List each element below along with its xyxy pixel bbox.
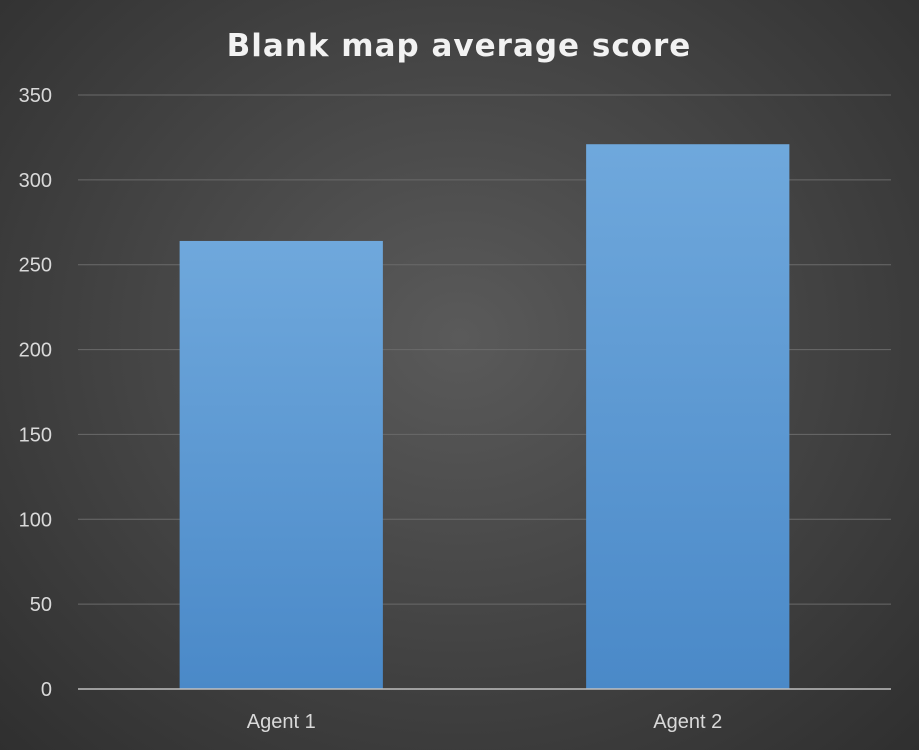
y-tick-label: 0 [41, 679, 52, 701]
y-tick-label: 300 [19, 170, 52, 192]
bars [179, 144, 790, 689]
bar-agent-2 [586, 144, 790, 689]
y-tick-label: 50 [30, 594, 52, 616]
y-axis-ticks: 0 50 100 150 200 250 300 350 [19, 85, 52, 701]
y-tick-label: 200 [19, 340, 52, 362]
x-category-label: Agent 1 [247, 711, 316, 733]
bar-agent-1 [179, 240, 383, 689]
y-tick-label: 350 [19, 85, 52, 107]
x-category-label: Agent 2 [653, 711, 722, 733]
x-axis-categories: Agent 1 Agent 2 [247, 711, 722, 733]
y-tick-label: 150 [19, 424, 52, 446]
y-tick-label: 100 [19, 509, 52, 531]
chart-title: Blank map average score [227, 28, 692, 64]
y-tick-label: 250 [19, 255, 52, 277]
